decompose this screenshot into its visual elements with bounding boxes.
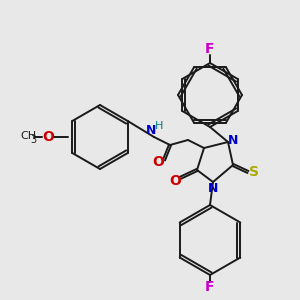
Text: N: N: [146, 124, 156, 136]
Text: N: N: [208, 182, 218, 196]
Text: O: O: [169, 174, 181, 188]
Text: H: H: [155, 121, 163, 131]
Text: S: S: [249, 165, 259, 179]
Text: O: O: [152, 155, 164, 169]
Text: 3: 3: [30, 135, 36, 145]
Text: CH: CH: [20, 131, 36, 141]
Text: F: F: [205, 280, 215, 294]
Text: N: N: [228, 134, 238, 146]
Text: F: F: [205, 42, 215, 56]
Text: O: O: [42, 130, 54, 144]
